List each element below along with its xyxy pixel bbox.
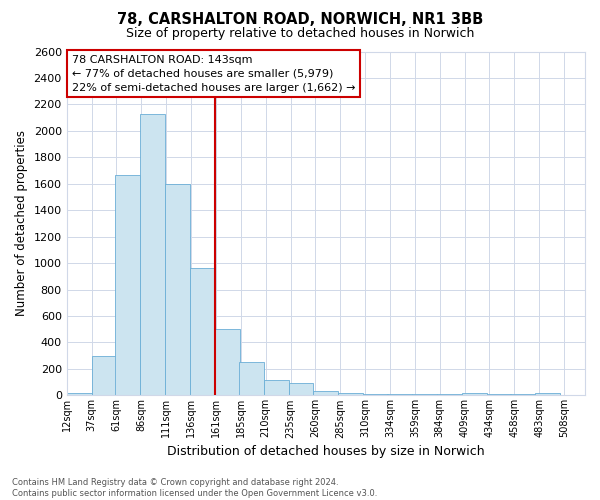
X-axis label: Distribution of detached houses by size in Norwich: Distribution of detached houses by size …	[167, 444, 485, 458]
Bar	[215, 328, 240, 396]
Bar	[487, 394, 511, 396]
Bar	[461, 394, 487, 396]
Bar	[387, 394, 412, 396]
Bar	[313, 392, 338, 396]
Bar	[190, 268, 215, 396]
Text: Contains HM Land Registry data © Crown copyright and database right 2024.
Contai: Contains HM Land Registry data © Crown c…	[12, 478, 377, 498]
Text: 78, CARSHALTON ROAD, NORWICH, NR1 3BB: 78, CARSHALTON ROAD, NORWICH, NR1 3BB	[117, 12, 483, 28]
Bar	[535, 393, 560, 396]
Text: 78 CARSHALTON ROAD: 143sqm
← 77% of detached houses are smaller (5,979)
22% of s: 78 CARSHALTON ROAD: 143sqm ← 77% of deta…	[72, 55, 355, 93]
Bar	[67, 394, 92, 396]
Bar	[289, 383, 313, 396]
Bar	[263, 380, 289, 396]
Bar	[140, 114, 165, 396]
Bar	[412, 394, 437, 396]
Bar	[165, 184, 190, 396]
Bar	[92, 356, 116, 396]
Bar	[115, 174, 140, 396]
Text: Size of property relative to detached houses in Norwich: Size of property relative to detached ho…	[126, 28, 474, 40]
Bar	[239, 362, 263, 396]
Y-axis label: Number of detached properties: Number of detached properties	[15, 130, 28, 316]
Bar	[511, 394, 535, 396]
Bar	[338, 394, 363, 396]
Bar	[437, 394, 461, 396]
Bar	[363, 394, 388, 396]
